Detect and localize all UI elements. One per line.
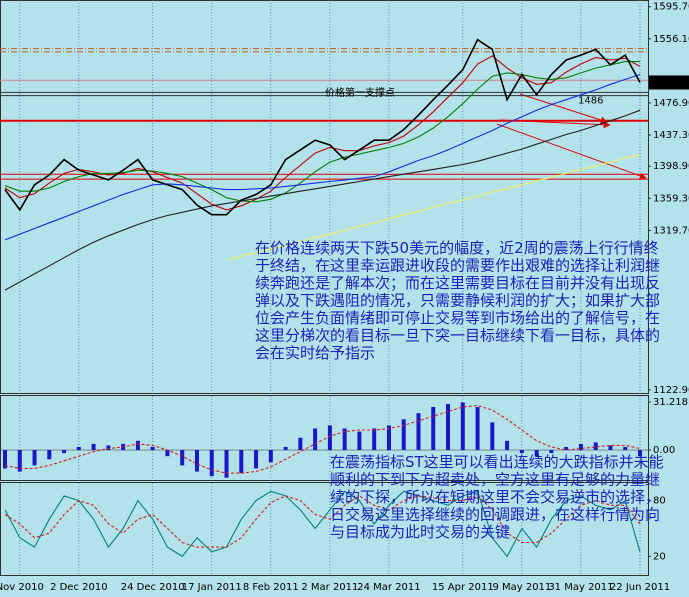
note-line: 这里分梯次的看目标一旦下突一目标继续下看一目标，具体的 [255, 327, 660, 345]
panel: 1595.70 1556.10 1476.90 1437.30 1398.90 1359.… [0, 2, 689, 396]
x-tick-label: 24 Mar 2011 [357, 582, 420, 593]
note-line: 在震荡指标ST这里可以看出连续的大跌指标并未能 [330, 453, 664, 471]
note-line: 会在实时给予指示 [255, 344, 375, 362]
x-tick-label: 24 Dec 2010 [121, 582, 185, 593]
bar [3, 450, 7, 469]
bar [165, 450, 170, 457]
series-line [4, 109, 641, 291]
x-tick-label: 8 Feb 2011 [243, 582, 299, 593]
y-tick-label: 1122.90 [653, 385, 689, 396]
bar [386, 425, 391, 451]
x-tick-label: 2 Dec 2010 [50, 582, 108, 593]
bar [298, 437, 303, 451]
series-line [4, 61, 640, 203]
bar [254, 450, 259, 469]
bar [224, 450, 229, 478]
bar [47, 450, 52, 460]
bar [135, 440, 140, 451]
bar [194, 450, 199, 472]
y-tick-label: 1437.30 [653, 130, 689, 141]
bar [623, 446, 628, 451]
series-line [4, 38, 641, 216]
bar [401, 419, 406, 451]
bar [446, 403, 451, 451]
arrows [496, 93, 647, 180]
bar [76, 446, 81, 451]
bar [638, 450, 642, 457]
bar [209, 450, 214, 477]
bar [549, 450, 554, 454]
note-line: 续奔跑还是了解本次；而在这里需要目标在目前并没有出现反 [255, 274, 660, 292]
bar [490, 422, 495, 451]
bar [475, 406, 480, 451]
bar [106, 445, 111, 451]
x-tick-label: 9 May 2011 [492, 582, 551, 593]
bar [372, 428, 377, 451]
bar [534, 450, 539, 457]
note-line: 弹以及下跌遇阻的情况，只需要静候利润的扩大；如果扩大部 [255, 292, 660, 310]
y-tick-label: 1319.70 [653, 225, 689, 236]
y-tick-label: 1595.70 [653, 2, 689, 13]
bar [327, 425, 332, 451]
x-tick-label: Nov 2010 [0, 582, 44, 593]
note-line: 于终结，在这里幸运跟进收段的需要作出艰难的选择让利润继 [255, 257, 660, 275]
bar [91, 443, 96, 451]
note-line: 在价格连续两天下跌50美元的幅度，近2周的震荡上行行情终 [255, 239, 659, 257]
note-line: 续的下探，所以在短期这里不会交易逆市的选择， [330, 488, 660, 506]
y-tick-label: 20 [653, 551, 666, 562]
x-tick-label: 22 Jun 2011 [610, 582, 670, 593]
bar [342, 428, 347, 451]
series-line [4, 73, 641, 241]
y-tick-label: 1476.90 [653, 98, 689, 109]
bar [564, 446, 569, 451]
series-line [226, 154, 641, 261]
bar [578, 443, 583, 451]
price-marker [649, 75, 689, 90]
bar [239, 450, 244, 474]
y-tick-label: 1556.10 [653, 34, 689, 45]
panel: 0.00 31.218 [0, 397, 688, 478]
level-label: 1486 [578, 96, 603, 107]
series-line [4, 55, 641, 211]
series-line [4, 404, 641, 474]
bar [32, 450, 37, 466]
bar [519, 450, 524, 454]
bar [608, 445, 613, 451]
bar [505, 440, 510, 451]
y-tick-label: 80 [653, 496, 666, 507]
bar [17, 450, 22, 472]
bar [313, 428, 318, 451]
x-tick-label: 17 Jan 2011 [182, 582, 242, 593]
x-tick-label: 2 Mar 2011 [301, 582, 358, 593]
y-tick-label: 0.00 [653, 445, 675, 456]
price-marker-label: 1502.22 [652, 77, 689, 88]
y-tick-label: 1398.90 [653, 161, 689, 172]
bar [150, 446, 155, 451]
bar [431, 406, 436, 451]
note-line: 日交易这里选择继续的回调跟进，在这样行情为向 [330, 506, 660, 524]
x-tick-label: 15 Apr 2011 [432, 582, 494, 593]
annotation: 价格第一支撑点 [325, 86, 395, 99]
note-line: 位会产生负面情绪即可停止交易等到市场给出的了解信号，在 [255, 309, 660, 327]
note-line: 与目标成为此时交易的关键 [330, 523, 510, 541]
y-tick-label: 1359.30 [653, 193, 689, 204]
bar [416, 413, 421, 451]
note-line: 顺利的下到下方超卖处，空方这里有足够的力量继 [330, 471, 660, 489]
bar [268, 450, 273, 463]
bar [357, 431, 362, 451]
y-tick-label: 31.218 [653, 397, 688, 408]
bar [283, 446, 288, 451]
bar [180, 450, 185, 466]
series-line [4, 490, 641, 558]
series-line [4, 495, 641, 548]
frames [0, 0, 649, 576]
x-tick-label: 31 May 2011 [548, 582, 613, 593]
bar [460, 402, 465, 451]
bar [593, 442, 598, 451]
bar [62, 450, 67, 454]
panel: 20 80 在震荡指标ST这里可以看出连续的大跌指标并未能顺利的下到下方超卖处，空方… [4, 453, 666, 562]
